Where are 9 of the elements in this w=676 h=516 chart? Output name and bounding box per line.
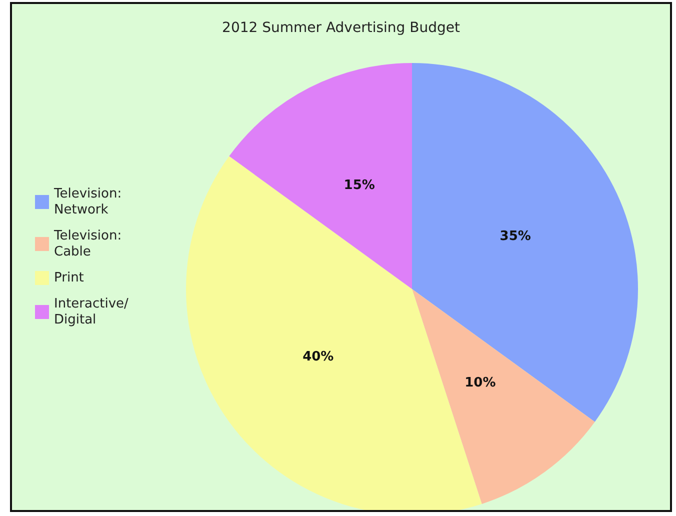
data-label: 35% xyxy=(500,228,531,244)
legend-label: Television: Cable xyxy=(53,228,126,260)
data-label: 40% xyxy=(302,350,334,365)
data-label: 15% xyxy=(344,178,375,194)
legend-label: Television: Network xyxy=(53,186,126,218)
legend-label: Interactive/ Digital xyxy=(54,296,133,328)
data-label: 10% xyxy=(464,375,496,390)
legend-label: Print xyxy=(54,270,84,286)
chart-title: 2012 Summer Advertising Budget xyxy=(222,20,460,36)
